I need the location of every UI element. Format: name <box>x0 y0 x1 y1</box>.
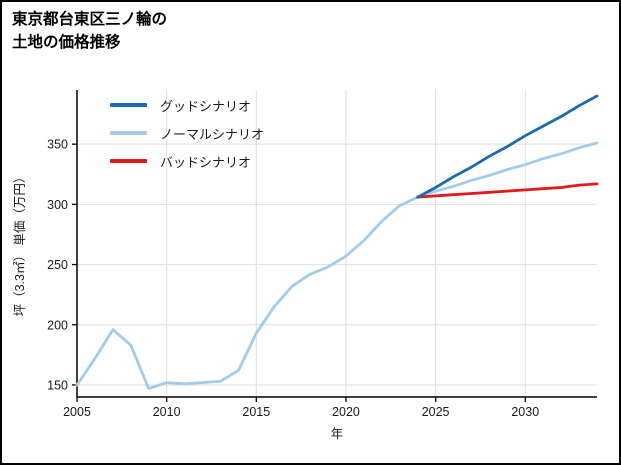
x-tick-label: 2030 <box>511 405 539 419</box>
y-tick-label: 150 <box>47 378 68 392</box>
chart-title-line2: 土地の価格推移 <box>12 34 121 52</box>
legend-item-bad-scenario: バッドシナリオ <box>110 147 264 175</box>
legend-label-good-scenario: グッドシナリオ <box>160 98 252 114</box>
line-bad-scenario <box>416 182 599 199</box>
x-tick-label: 2020 <box>332 405 360 419</box>
y-axis-label: 坪（3.3㎡） 単価（万円） <box>13 171 27 317</box>
chart-title-line1: 東京都台東区三ノ輪の <box>12 11 168 28</box>
y-tick-label: 350 <box>47 138 68 152</box>
x-axis-label: 年 <box>331 427 344 441</box>
x-tick-label: 2025 <box>422 405 450 419</box>
legend-item-good-scenario: グッドシナリオ <box>110 91 264 119</box>
legend-label-bad-scenario: バッドシナリオ <box>160 154 252 170</box>
line-normal-scenario <box>75 141 599 391</box>
legend-swatch-normal-scenario <box>110 131 147 135</box>
x-tick-label: 2010 <box>153 405 181 419</box>
y-tick-label: 200 <box>47 318 68 332</box>
line-good-scenario <box>416 94 599 199</box>
y-tick-label: 300 <box>47 198 68 212</box>
x-tick-label: 2005 <box>63 405 91 419</box>
chart-title: 東京都台東区三ノ輪の 土地の価格推移 <box>12 8 167 55</box>
y-tick-label: 250 <box>47 258 68 272</box>
legend-swatch-good-scenario <box>110 103 147 107</box>
legend-label-normal-scenario: ノーマルシナリオ <box>160 126 265 142</box>
legend-item-normal-scenario: ノーマルシナリオ <box>110 119 264 147</box>
legend-swatch-bad-scenario <box>110 159 147 163</box>
x-tick-label: 2015 <box>242 405 270 419</box>
chart-legend: グッドシナリオ ノーマルシナリオ バッドシナリオ <box>110 91 264 175</box>
